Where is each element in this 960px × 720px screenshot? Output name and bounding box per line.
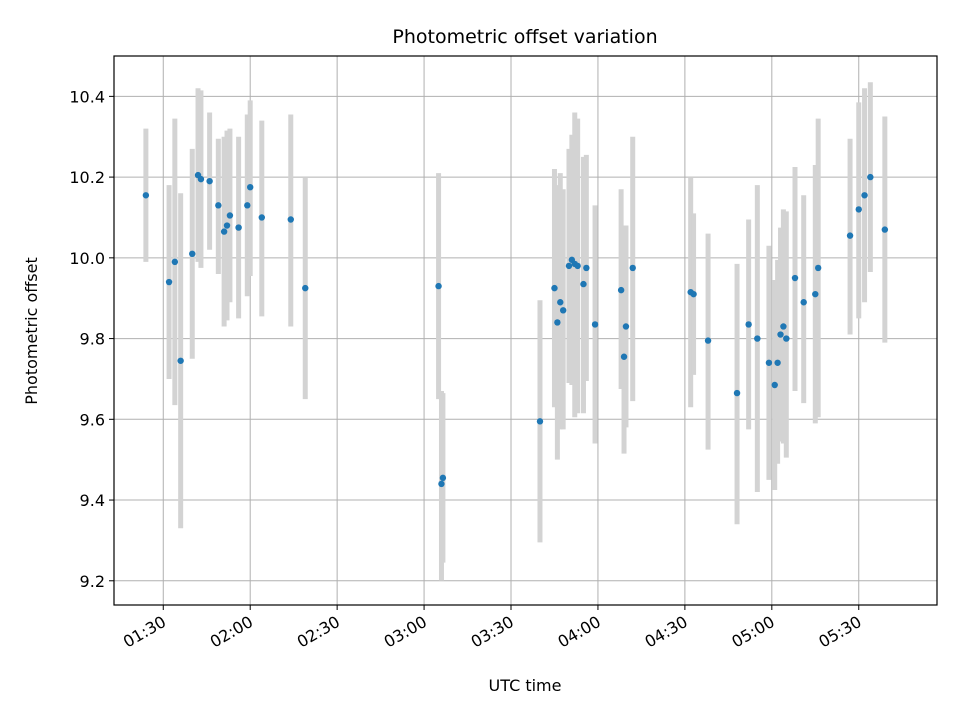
data-point	[551, 284, 558, 292]
data-point	[704, 337, 712, 344]
x-tick-label: 03:30	[468, 612, 517, 652]
data-point	[867, 173, 874, 181]
x-tick-label: 03:00	[381, 612, 430, 652]
x-tick-label: 05:30	[815, 612, 864, 652]
y-axis-label: Photometric offset	[22, 257, 41, 405]
data-point	[574, 262, 581, 270]
data-point	[620, 353, 628, 360]
data-point	[777, 331, 784, 338]
data-point	[814, 264, 822, 272]
data-point	[206, 177, 213, 185]
data-point	[244, 202, 251, 209]
y-tick-label: 9.4	[80, 491, 105, 510]
data-point	[745, 321, 752, 328]
data-point	[220, 228, 228, 235]
data-points	[142, 171, 889, 488]
data-point	[536, 418, 544, 425]
data-point	[591, 321, 599, 328]
data-point	[861, 192, 868, 199]
plot-frame	[113, 55, 938, 606]
x-axis-ticks: 01:30 02:00 02:30 03:00 03:30 04:00 04:30 05:00…	[120, 605, 865, 652]
data-point	[258, 214, 265, 221]
data-point	[812, 290, 819, 298]
x-tick-label: 02:30	[294, 612, 343, 652]
data-point	[855, 206, 862, 213]
data-point	[780, 323, 787, 330]
data-point	[247, 183, 254, 191]
data-point	[800, 299, 807, 306]
data-point	[215, 202, 222, 209]
data-point	[171, 258, 179, 266]
data-point	[559, 307, 567, 314]
data-point	[583, 264, 590, 272]
data-point	[622, 323, 630, 330]
data-point	[438, 480, 445, 488]
data-point	[435, 282, 442, 290]
data-point	[565, 262, 573, 270]
data-point	[774, 359, 781, 366]
data-point	[287, 216, 294, 223]
data-point	[142, 192, 150, 199]
x-tick-label: 05:00	[728, 612, 777, 652]
data-point	[554, 319, 561, 326]
x-tick-label: 04:00	[555, 612, 604, 652]
y-tick-label: 10.4	[69, 87, 105, 106]
data-point	[690, 290, 697, 298]
data-point	[197, 175, 205, 183]
x-tick-label: 04:30	[641, 612, 690, 652]
data-point	[629, 264, 636, 272]
data-point	[235, 224, 242, 231]
data-point	[223, 222, 231, 229]
data-point	[765, 359, 773, 366]
data-point	[580, 280, 587, 288]
data-point	[165, 278, 173, 286]
data-point	[177, 357, 184, 364]
data-point	[791, 274, 799, 282]
data-point	[881, 226, 889, 233]
data-point	[754, 335, 761, 342]
data-point	[302, 284, 309, 292]
data-point	[783, 335, 790, 342]
chart-title: Photometric offset variation	[392, 26, 657, 48]
data-point	[439, 474, 447, 482]
data-point	[226, 212, 234, 219]
data-point	[189, 250, 196, 258]
data-point	[846, 232, 854, 239]
grid-lines	[114, 56, 937, 605]
error-bars	[143, 82, 888, 581]
y-tick-label: 10.0	[69, 249, 105, 268]
x-tick-label: 02:00	[207, 612, 256, 652]
y-tick-label: 9.2	[80, 572, 105, 591]
data-point	[617, 286, 625, 294]
y-tick-label: 9.6	[80, 410, 105, 429]
y-tick-label: 10.2	[69, 168, 105, 187]
x-tick-label: 01:30	[120, 612, 169, 652]
data-point	[557, 299, 564, 306]
y-tick-label: 9.8	[80, 330, 105, 349]
y-axis-ticks: 9.2 9.4 9.6 9.8 10.0 10.2 10.4	[69, 87, 114, 591]
data-point	[733, 389, 741, 397]
data-point	[771, 381, 778, 389]
x-axis-label: UTC time	[489, 676, 562, 695]
